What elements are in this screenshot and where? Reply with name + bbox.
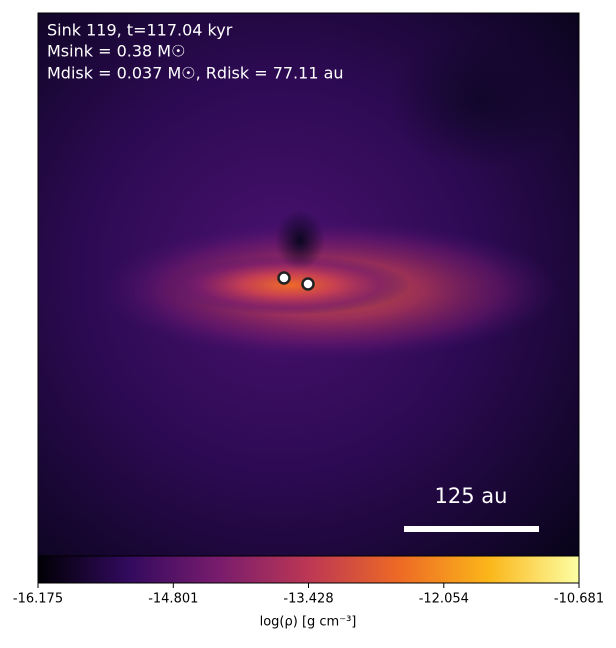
tick-label: -16.175	[13, 592, 63, 607]
colorbar	[37, 555, 580, 584]
scale-bar-label: 125 au	[435, 484, 508, 508]
sink	[277, 271, 291, 285]
annotation: Sink 119, t=117.04 kyr	[47, 21, 233, 40]
tick-label: -13.428	[283, 592, 333, 607]
density-map	[37, 12, 580, 557]
tick-label: -14.801	[148, 592, 198, 607]
sink	[301, 277, 315, 291]
annotation: Msink = 0.38 M☉	[47, 42, 185, 61]
tick-label: -12.054	[419, 592, 469, 607]
colorbar-label: log(ρ) [g cm⁻³]	[260, 615, 357, 630]
annotation: Mdisk = 0.037 M☉, Rdisk = 77.11 au	[47, 64, 344, 83]
scale-bar	[404, 526, 539, 532]
tick-label: -10.681	[554, 592, 604, 607]
